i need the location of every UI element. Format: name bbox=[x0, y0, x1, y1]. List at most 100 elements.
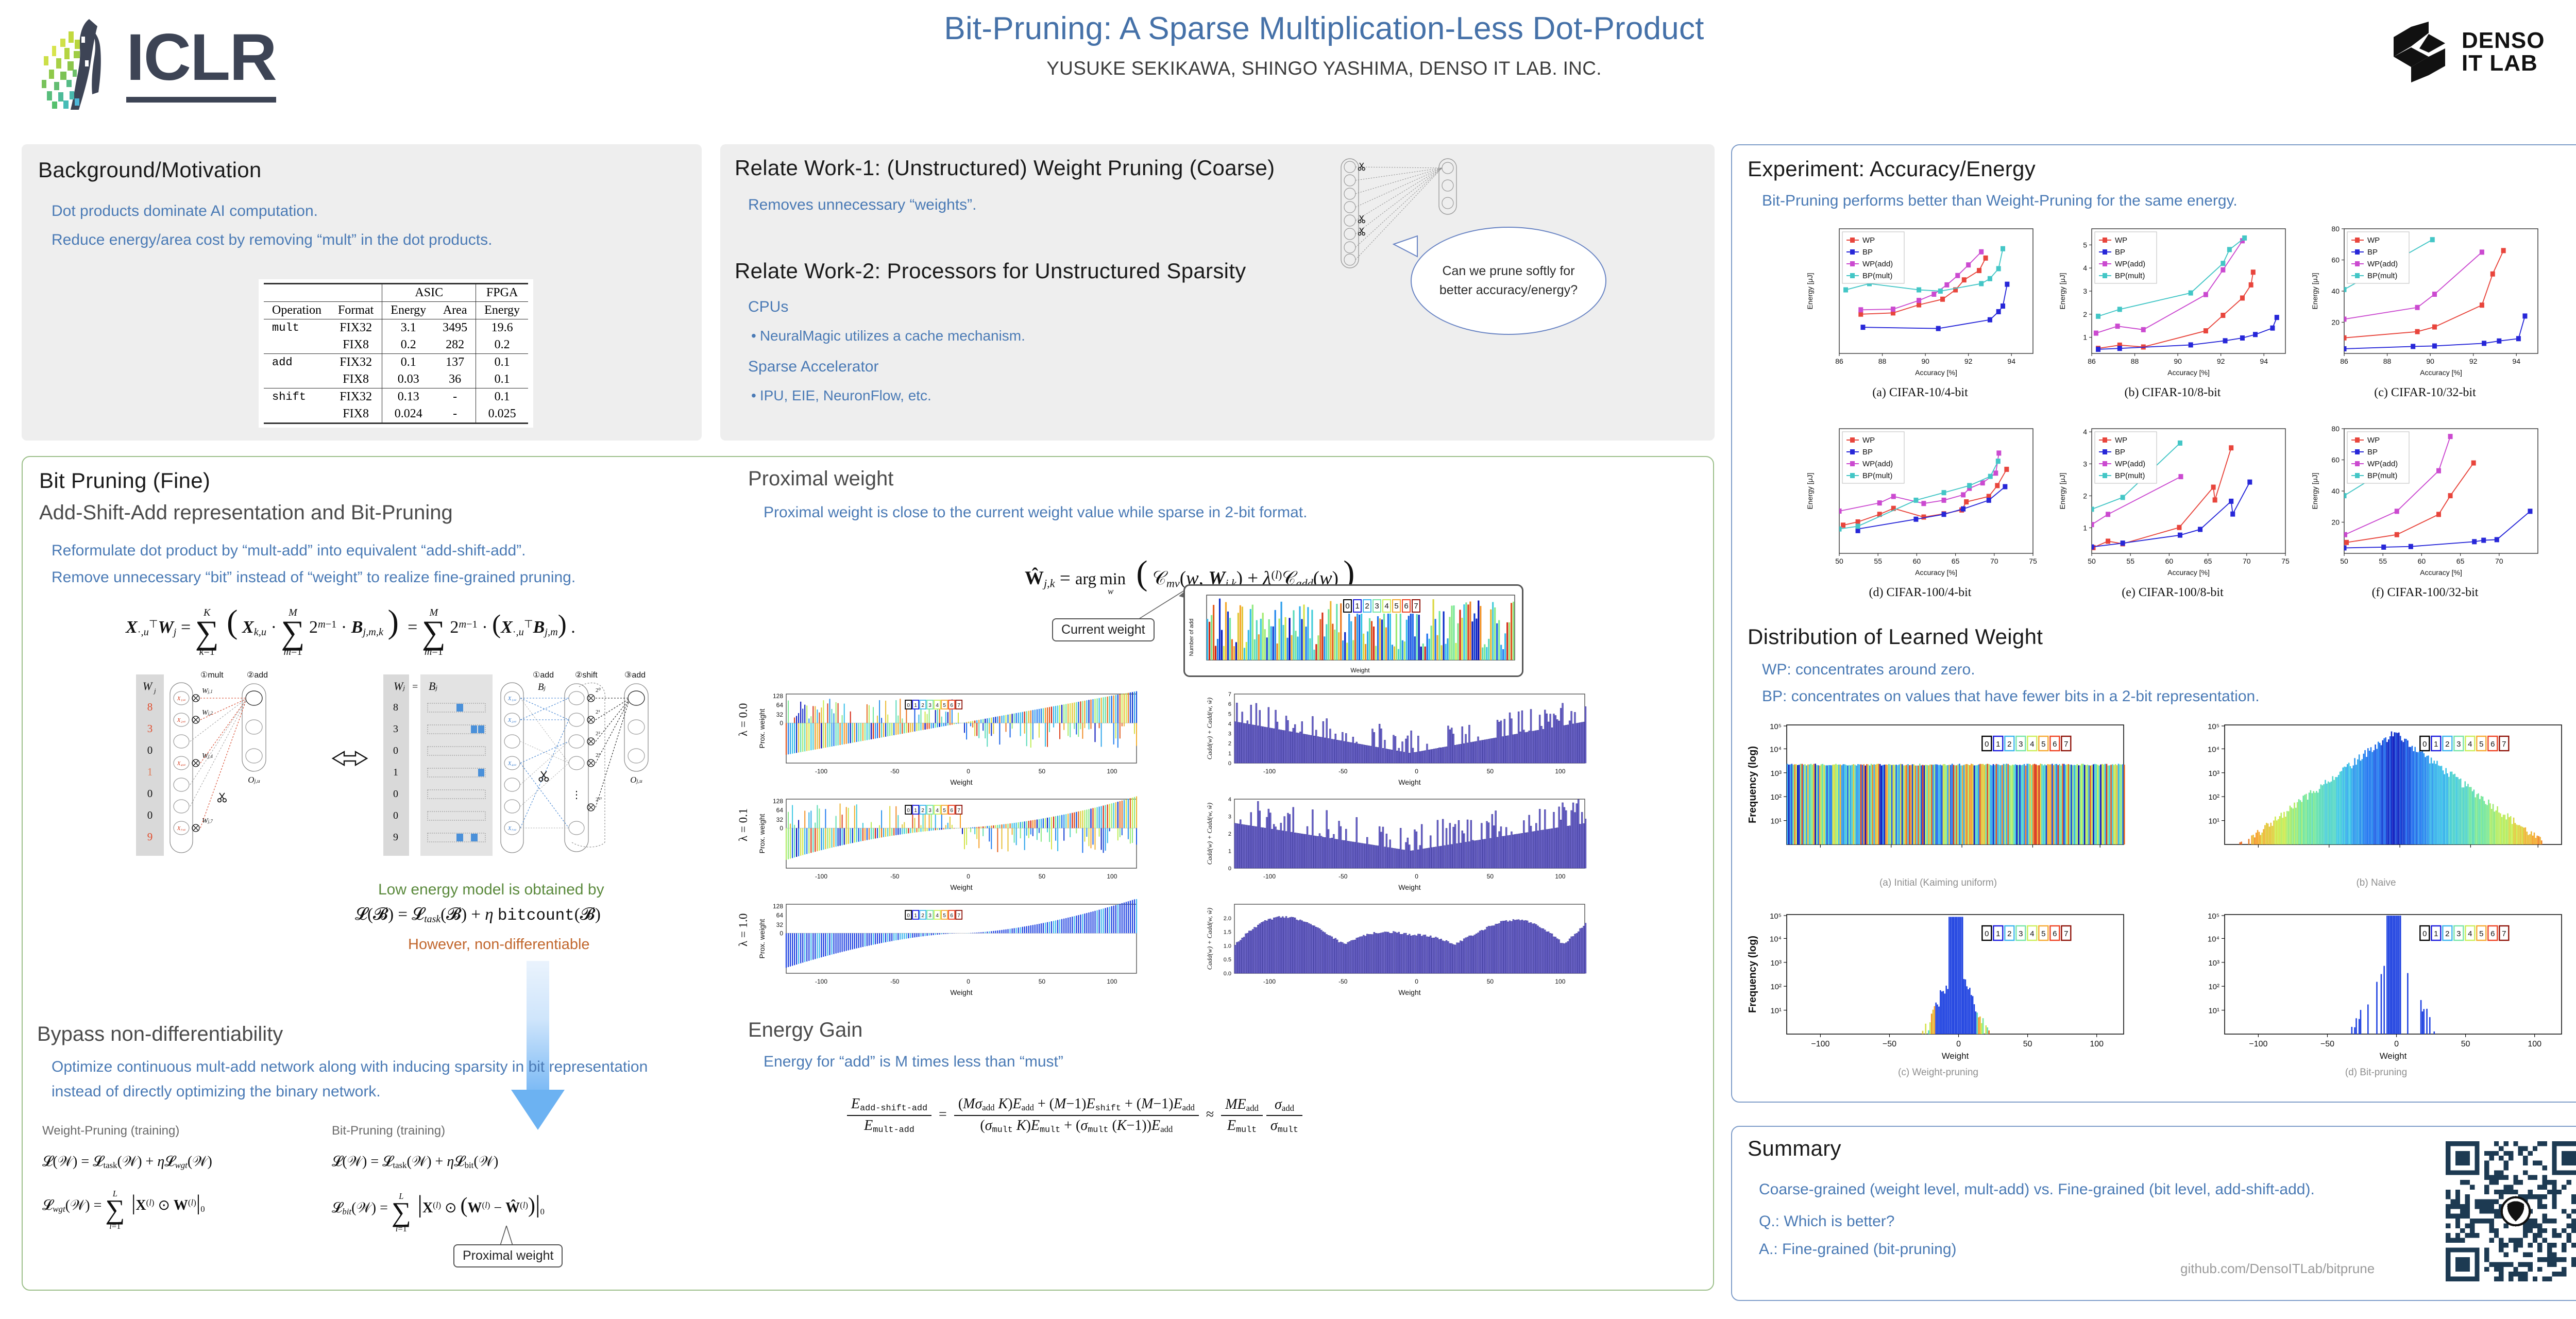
svg-text:70: 70 bbox=[2495, 557, 2503, 565]
svg-text:Weight: Weight bbox=[1350, 667, 1370, 674]
energy-table-wrapper: ASIC FPGA Operation Format Energy Area E… bbox=[259, 279, 534, 428]
svg-text:-50: -50 bbox=[1338, 873, 1348, 880]
energy-table: ASIC FPGA Operation Format Energy Area E… bbox=[264, 283, 529, 424]
svg-text:100: 100 bbox=[1555, 768, 1565, 775]
svg-text:50: 50 bbox=[1487, 978, 1494, 985]
cell-asic-area: - bbox=[434, 405, 476, 424]
cell-asic-energy: 0.2 bbox=[382, 336, 435, 354]
svg-text:WP(add): WP(add) bbox=[1862, 260, 1893, 268]
cell-asic-area: 282 bbox=[446, 338, 465, 351]
svg-text:2: 2 bbox=[2445, 740, 2449, 749]
svg-text:BP: BP bbox=[2367, 448, 2378, 456]
svg-text:0: 0 bbox=[1985, 740, 1989, 749]
svg-text:65: 65 bbox=[1952, 557, 1960, 565]
svg-text:0: 0 bbox=[1228, 760, 1231, 767]
svg-text:100: 100 bbox=[1107, 768, 1117, 775]
svg-text:2: 2 bbox=[1228, 741, 1231, 747]
svg-text:55: 55 bbox=[2126, 557, 2134, 565]
svg-text:75: 75 bbox=[2029, 557, 2037, 565]
svg-text:7: 7 bbox=[957, 703, 960, 708]
svg-text:−100: −100 bbox=[2249, 1040, 2267, 1049]
svg-text:88: 88 bbox=[1878, 357, 1887, 365]
svg-text:60: 60 bbox=[2165, 557, 2174, 565]
svg-text:Cadd(w) + Cadd(w, ŵ): Cadd(w) + Cadd(w, ŵ) bbox=[1206, 803, 1213, 865]
experiment-chart-caption: (d) CIFAR-100/4-bit bbox=[1869, 586, 1972, 599]
svg-text:10³: 10³ bbox=[2208, 769, 2219, 778]
svg-text:Wj,2: Wj,2 bbox=[202, 709, 213, 717]
svg-text:Weight: Weight bbox=[2380, 1051, 2407, 1061]
svg-text:2³: 2³ bbox=[596, 752, 601, 758]
svg-text:3: 3 bbox=[928, 808, 931, 814]
svg-text:5: 5 bbox=[2041, 740, 2045, 749]
svg-text:X₇,ᵤ: X₇,ᵤ bbox=[507, 825, 517, 832]
summary-line-2: A.: Fine-grained (bit-pruning) bbox=[1759, 1241, 1957, 1258]
svg-text:Weight: Weight bbox=[950, 883, 972, 891]
background-bullet-0: Dot products dominate AI computation. bbox=[52, 202, 318, 219]
svg-text:3: 3 bbox=[1228, 731, 1231, 737]
svg-text:1: 1 bbox=[2434, 740, 2438, 749]
col-asic-energy: Energy bbox=[382, 301, 435, 319]
svg-text:0: 0 bbox=[393, 788, 398, 800]
svg-text:8: 8 bbox=[393, 702, 398, 713]
experiment-chart-caption: (b) CIFAR-10/8-bit bbox=[2124, 386, 2221, 399]
svg-text:0.5: 0.5 bbox=[1224, 957, 1231, 963]
related-accelerator-item: IPU, EIE, NeuronFlow, etc. bbox=[751, 385, 931, 407]
svg-text:0: 0 bbox=[967, 768, 970, 775]
svg-text:−100: −100 bbox=[1811, 1040, 1829, 1049]
related-cpu-item: NeuralMagic utilizes a cache mechanism. bbox=[751, 326, 1025, 347]
svg-text:75: 75 bbox=[2281, 557, 2290, 565]
prune-question-bubble: Can we prune softly for better accuracy/… bbox=[1411, 227, 1606, 335]
bp-loss-equation: 𝓛(𝒲) = 𝓛task(𝒲) + η𝓛bit(𝒲) bbox=[332, 1154, 499, 1171]
table-group-header-row: ASIC FPGA bbox=[264, 283, 529, 302]
cell-fpga-energy: 0.025 bbox=[476, 405, 529, 424]
summary-heading: Summary bbox=[1748, 1136, 1841, 1160]
svg-text:32: 32 bbox=[776, 921, 784, 928]
svg-text:7: 7 bbox=[2502, 929, 2506, 938]
summary-line-0: Coarse-grained (weight level, mult-add) … bbox=[1759, 1181, 2315, 1198]
svg-text:①add: ①add bbox=[533, 671, 554, 680]
svg-text:65: 65 bbox=[2456, 557, 2465, 565]
svg-text:90: 90 bbox=[2426, 357, 2434, 365]
svg-text:-50: -50 bbox=[1338, 978, 1348, 985]
svg-text:4: 4 bbox=[2468, 740, 2472, 749]
qr-code[interactable] bbox=[2446, 1141, 2576, 1281]
svg-text:0: 0 bbox=[907, 808, 910, 814]
svg-text:Accuracy [%]: Accuracy [%] bbox=[2167, 368, 2210, 377]
cell-fpga-energy: 0.2 bbox=[476, 336, 529, 354]
svg-text:2: 2 bbox=[1228, 831, 1231, 837]
svg-text:50: 50 bbox=[1039, 768, 1046, 775]
svg-text:0: 0 bbox=[1956, 1040, 1961, 1049]
svg-text:5: 5 bbox=[943, 913, 946, 919]
svg-text:86: 86 bbox=[2088, 357, 2096, 365]
svg-text:1: 1 bbox=[2083, 333, 2087, 342]
svg-text:92: 92 bbox=[1964, 357, 1973, 365]
svg-text:Cadd(w) + Cadd(w, ŵ): Cadd(w) + Cadd(w, ŵ) bbox=[1206, 698, 1213, 759]
svg-text:20: 20 bbox=[2331, 318, 2340, 327]
svg-text:10²: 10² bbox=[2208, 983, 2219, 991]
svg-text:X₇,ᵤ: X₇,ᵤ bbox=[177, 825, 186, 832]
svg-text:10¹: 10¹ bbox=[1770, 1007, 1782, 1016]
svg-text:1.5: 1.5 bbox=[1224, 929, 1231, 936]
svg-text:Energy [μJ]: Energy [μJ] bbox=[2311, 273, 2319, 309]
table-row: FIX8 0.2 282 0.2 bbox=[264, 336, 529, 354]
svg-text:7: 7 bbox=[1228, 691, 1231, 698]
svg-text:6: 6 bbox=[950, 808, 953, 814]
cell-asic-energy: 3.1 bbox=[382, 319, 435, 336]
github-link[interactable]: github.com/DensoITLab/bitprune bbox=[2180, 1261, 2375, 1276]
svg-text:10¹: 10¹ bbox=[2208, 1007, 2219, 1016]
svg-text:3: 3 bbox=[2456, 929, 2461, 938]
svg-text:②add: ②add bbox=[247, 671, 268, 680]
svg-text:WP: WP bbox=[1862, 236, 1875, 245]
svg-text:BP(mult): BP(mult) bbox=[1862, 272, 1892, 280]
table-row: FIX8 0.024 - 0.025 bbox=[264, 405, 529, 424]
svg-text:③add: ③add bbox=[624, 671, 646, 680]
svg-text:86: 86 bbox=[2340, 357, 2348, 365]
svg-text:−50: −50 bbox=[2320, 1040, 2334, 1049]
svg-text:0.0: 0.0 bbox=[1224, 971, 1231, 977]
svg-text:Accuracy [%]: Accuracy [%] bbox=[2420, 368, 2462, 377]
bitpruning-heading: Bit Pruning (Fine) bbox=[39, 468, 211, 493]
svg-text:32: 32 bbox=[776, 816, 784, 823]
background-heading: Background/Motivation bbox=[38, 158, 262, 182]
svg-text:60: 60 bbox=[2331, 456, 2340, 464]
